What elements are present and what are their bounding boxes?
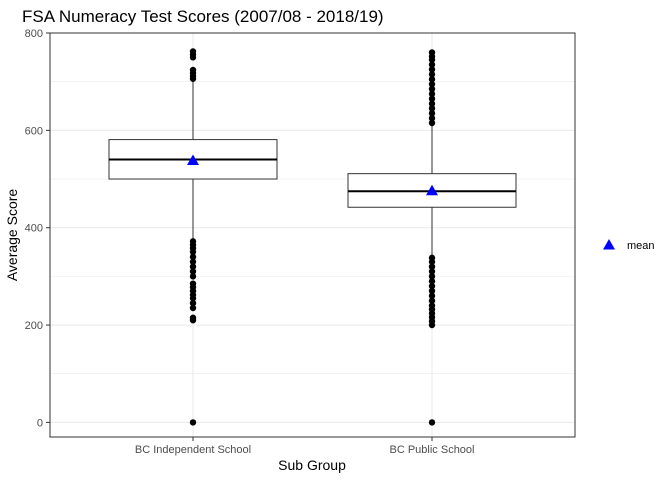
- outlier-point: [428, 76, 436, 83]
- outlier-point: [428, 114, 436, 122]
- x-tick-label: BC Public School: [390, 444, 475, 456]
- outlier-point: [428, 61, 436, 68]
- legend-mean-marker: [603, 239, 615, 250]
- outlier-point: [428, 254, 436, 262]
- box-series: [108, 48, 517, 426]
- outlier-point: [428, 419, 436, 426]
- outlier-point: [428, 80, 436, 88]
- outlier-point: [189, 253, 197, 261]
- outlier-point: [189, 299, 197, 307]
- x-axis-title: Sub Group: [278, 457, 346, 473]
- y-tick-label: 600: [25, 125, 43, 137]
- y-tick-label: 0: [37, 417, 43, 429]
- outlier-point: [428, 287, 436, 295]
- outlier-point: [428, 278, 436, 285]
- outlier-point: [428, 119, 436, 127]
- box-independent: [108, 48, 278, 426]
- y-tick-label: 400: [25, 223, 43, 235]
- panel-background: [50, 33, 575, 437]
- y-axis-title: Average Score: [4, 189, 20, 282]
- legend-label: mean: [627, 240, 655, 252]
- outlier-point: [189, 268, 197, 275]
- outlier-point: [428, 273, 436, 280]
- outlier-point: [428, 282, 436, 290]
- grid-lines: [50, 32, 575, 437]
- outlier-point: [189, 48, 197, 55]
- box-public: [347, 49, 517, 426]
- outlier-point: [428, 263, 436, 270]
- y-tick-label: 200: [25, 320, 43, 332]
- mean-marker: [426, 184, 438, 196]
- outlier-point: [428, 90, 436, 98]
- outlier-point: [428, 105, 436, 112]
- outlier-point: [428, 66, 436, 73]
- x-axis: BC Independent School BC Public School: [135, 437, 475, 456]
- outlier-point: [428, 110, 436, 117]
- outlier-point: [189, 263, 197, 270]
- outlier-point: [428, 49, 436, 56]
- outlier-point: [428, 95, 436, 102]
- outlier-point: [189, 419, 197, 426]
- x-tick-label: BC Independent School: [135, 444, 251, 456]
- outlier-point: [428, 100, 436, 107]
- outlier-point: [189, 273, 197, 280]
- outlier-point: [428, 297, 436, 304]
- outlier-point: [428, 268, 436, 275]
- outlier-point: [428, 71, 436, 78]
- y-tick-label: 800: [25, 28, 43, 40]
- outlier-point: [189, 280, 197, 287]
- legend: mean: [603, 239, 655, 252]
- outlier-point: [428, 292, 436, 300]
- mean-marker: [187, 154, 199, 166]
- outlier-point: [189, 258, 197, 265]
- panel-border: [49, 32, 576, 438]
- chart-title: FSA Numeracy Test Scores (2007/08 - 2018…: [22, 7, 384, 26]
- outlier-point: [189, 66, 197, 74]
- y-axis: 0 200 400 600 800: [25, 28, 50, 429]
- outlier-point: [428, 85, 436, 93]
- outlier-point: [189, 238, 197, 245]
- outlier-point: [189, 314, 197, 321]
- outlier-point: [428, 302, 436, 309]
- outlier-point: [189, 304, 197, 312]
- plot-panel: [49, 32, 576, 438]
